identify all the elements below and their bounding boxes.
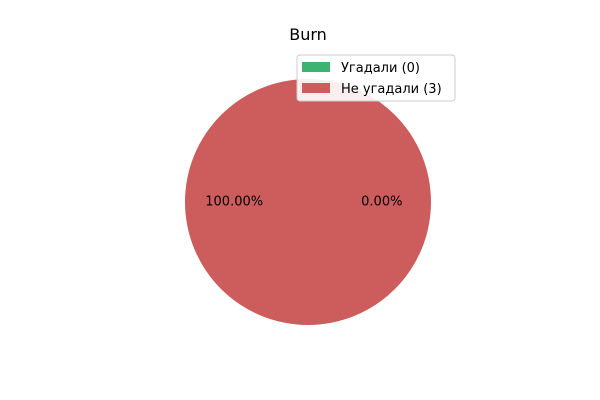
- percent-label-0: 0.00%: [361, 195, 402, 210]
- legend-frame: [296, 54, 456, 102]
- chart-title: Burn: [289, 25, 327, 44]
- pie-slice-1: [185, 79, 431, 325]
- percent-label-1: 100.00%: [205, 195, 263, 210]
- legend: Угадали (0) Не угадали (3): [296, 54, 456, 102]
- legend-label-guessed: Угадали (0): [341, 61, 420, 76]
- legend-swatch-guessed: [302, 62, 330, 72]
- legend-label-not-guessed: Не угадали (3): [341, 82, 442, 97]
- percent-labels: 0.00% 100.00%: [205, 195, 402, 210]
- legend-swatch-not-guessed: [302, 83, 330, 93]
- pie-slices: [185, 79, 431, 325]
